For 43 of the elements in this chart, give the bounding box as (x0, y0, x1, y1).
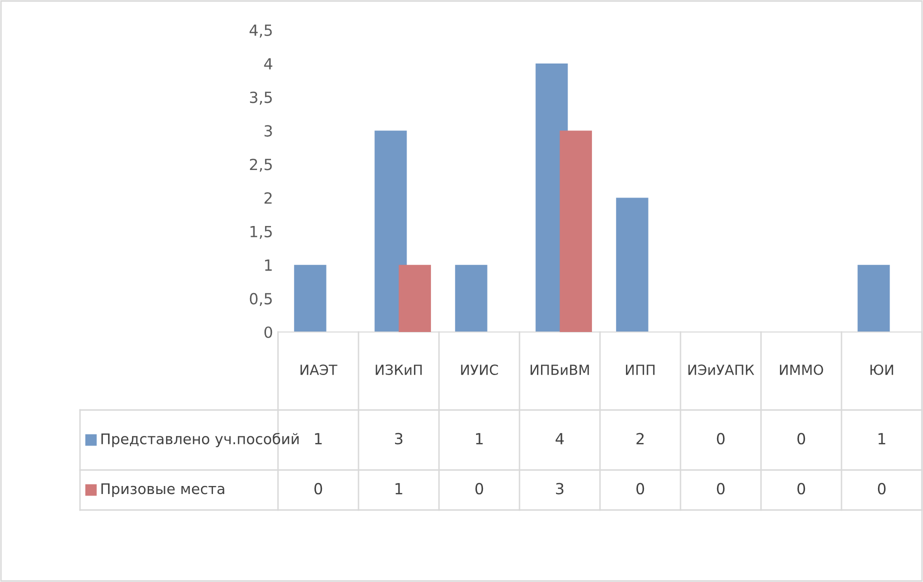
legend-label: Призовые места (101, 483, 224, 498)
x-tick-label: ЮИ (870, 364, 894, 376)
x-tick-label: ИАЭТ (300, 364, 338, 376)
y-tick-label: 1,5 (250, 226, 272, 239)
bar (398, 264, 431, 332)
data-label: 2 (636, 432, 644, 444)
data-label: 0 (878, 482, 886, 494)
y-tick-label: 3 (264, 125, 272, 137)
y-tick-label: 3,5 (250, 92, 272, 105)
bar (616, 198, 648, 332)
bar (858, 264, 890, 332)
data-label: 0 (797, 432, 806, 444)
y-tick-label: 1 (265, 260, 272, 271)
bar (560, 130, 592, 332)
x-tick-label: ИММО (780, 364, 824, 376)
data-label: 3 (395, 432, 402, 444)
y-tick-label: 4,5 (250, 24, 272, 38)
data-label: 0 (314, 482, 322, 494)
x-tick-label: ИЗКиП (376, 364, 422, 376)
data-label: 0 (797, 482, 806, 494)
data-label: 1 (878, 433, 886, 444)
x-tick-label: ИПП (626, 364, 655, 375)
y-tick-label: 0 (264, 326, 272, 338)
data-label: 3 (556, 482, 564, 494)
bar (455, 264, 488, 332)
x-tick-label: ИУИС (461, 364, 498, 376)
y-tick-label: 2 (264, 192, 272, 204)
x-tick-label: ИПБиВМ (530, 364, 589, 375)
data-label: 0 (475, 482, 484, 494)
bar (294, 264, 326, 332)
y-tick-label: 2,5 (250, 158, 272, 172)
y-tick-label: 0,5 (250, 292, 272, 306)
data-label: 1 (396, 483, 402, 494)
data-label: 0 (716, 482, 725, 494)
data-label: 0 (636, 482, 644, 494)
bar (374, 130, 407, 332)
data-label: 0 (716, 432, 725, 444)
data-label: 1 (476, 433, 483, 444)
y-tick-label: 4 (264, 58, 272, 70)
data-label: 4 (556, 433, 564, 444)
x-tick-label: ИЭиУАПК (688, 364, 754, 376)
legend-label: Представлено уч.пособий (101, 432, 299, 448)
data-label: 1 (315, 433, 322, 444)
